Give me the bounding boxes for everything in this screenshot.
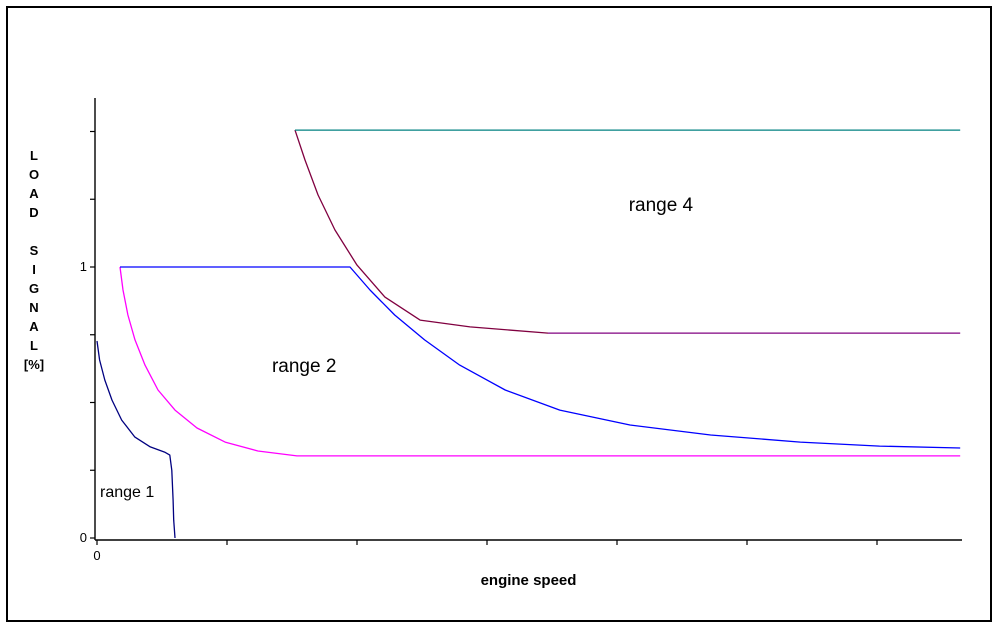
x-axis-title: engine speed [480, 572, 577, 589]
series-range2-lower-boundary [119, 266, 961, 457]
range-label: range 1 [99, 483, 155, 501]
y-axis-title-line: A [29, 186, 39, 201]
y-axis-title-line: L [30, 148, 38, 163]
y-axis-title-line [18, 222, 50, 241]
y-axis-title-line: I [32, 262, 36, 277]
y-tick-label: 0 [79, 530, 87, 545]
series-range2-upper-boundary [120, 266, 961, 449]
y-axis-title-line: G [28, 281, 40, 296]
y-axis-title-line: S [29, 243, 39, 258]
y-axis-title-line: D [29, 205, 39, 220]
y-axis-title-line: A [29, 319, 39, 334]
series-range4-lower-boundary-curve [294, 129, 549, 334]
x-tick-label: 0 [93, 548, 101, 563]
y-axis-title-line: [%] [23, 357, 45, 372]
y-tick-label: 1 [79, 259, 87, 274]
series-range1-boundary [96, 340, 176, 539]
range-label: range 2 [271, 355, 337, 377]
y-axis-title-line: L [30, 338, 38, 353]
y-axis-title-line: O [28, 167, 40, 182]
y-axis-title-line: N [29, 300, 39, 315]
range-label: range 4 [628, 194, 694, 216]
